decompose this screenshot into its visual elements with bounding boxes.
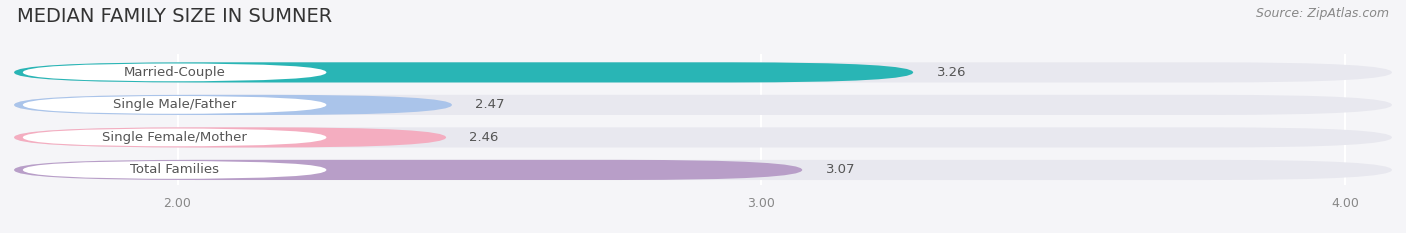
FancyBboxPatch shape [22, 161, 326, 179]
FancyBboxPatch shape [14, 160, 803, 180]
Text: Total Families: Total Families [131, 163, 219, 176]
FancyBboxPatch shape [14, 160, 1392, 180]
Text: 2.46: 2.46 [470, 131, 499, 144]
Text: 3.07: 3.07 [825, 163, 855, 176]
Text: 3.26: 3.26 [936, 66, 966, 79]
FancyBboxPatch shape [14, 95, 1392, 115]
FancyBboxPatch shape [22, 96, 326, 114]
Text: MEDIAN FAMILY SIZE IN SUMNER: MEDIAN FAMILY SIZE IN SUMNER [17, 7, 332, 26]
FancyBboxPatch shape [22, 63, 326, 81]
Text: Single Male/Father: Single Male/Father [112, 98, 236, 111]
FancyBboxPatch shape [14, 62, 912, 82]
FancyBboxPatch shape [22, 128, 326, 146]
Text: Married-Couple: Married-Couple [124, 66, 225, 79]
FancyBboxPatch shape [14, 127, 446, 147]
Text: 2.47: 2.47 [475, 98, 505, 111]
Text: Single Female/Mother: Single Female/Mother [103, 131, 247, 144]
FancyBboxPatch shape [14, 95, 451, 115]
Text: Source: ZipAtlas.com: Source: ZipAtlas.com [1256, 7, 1389, 20]
FancyBboxPatch shape [14, 127, 1392, 147]
FancyBboxPatch shape [14, 62, 1392, 82]
